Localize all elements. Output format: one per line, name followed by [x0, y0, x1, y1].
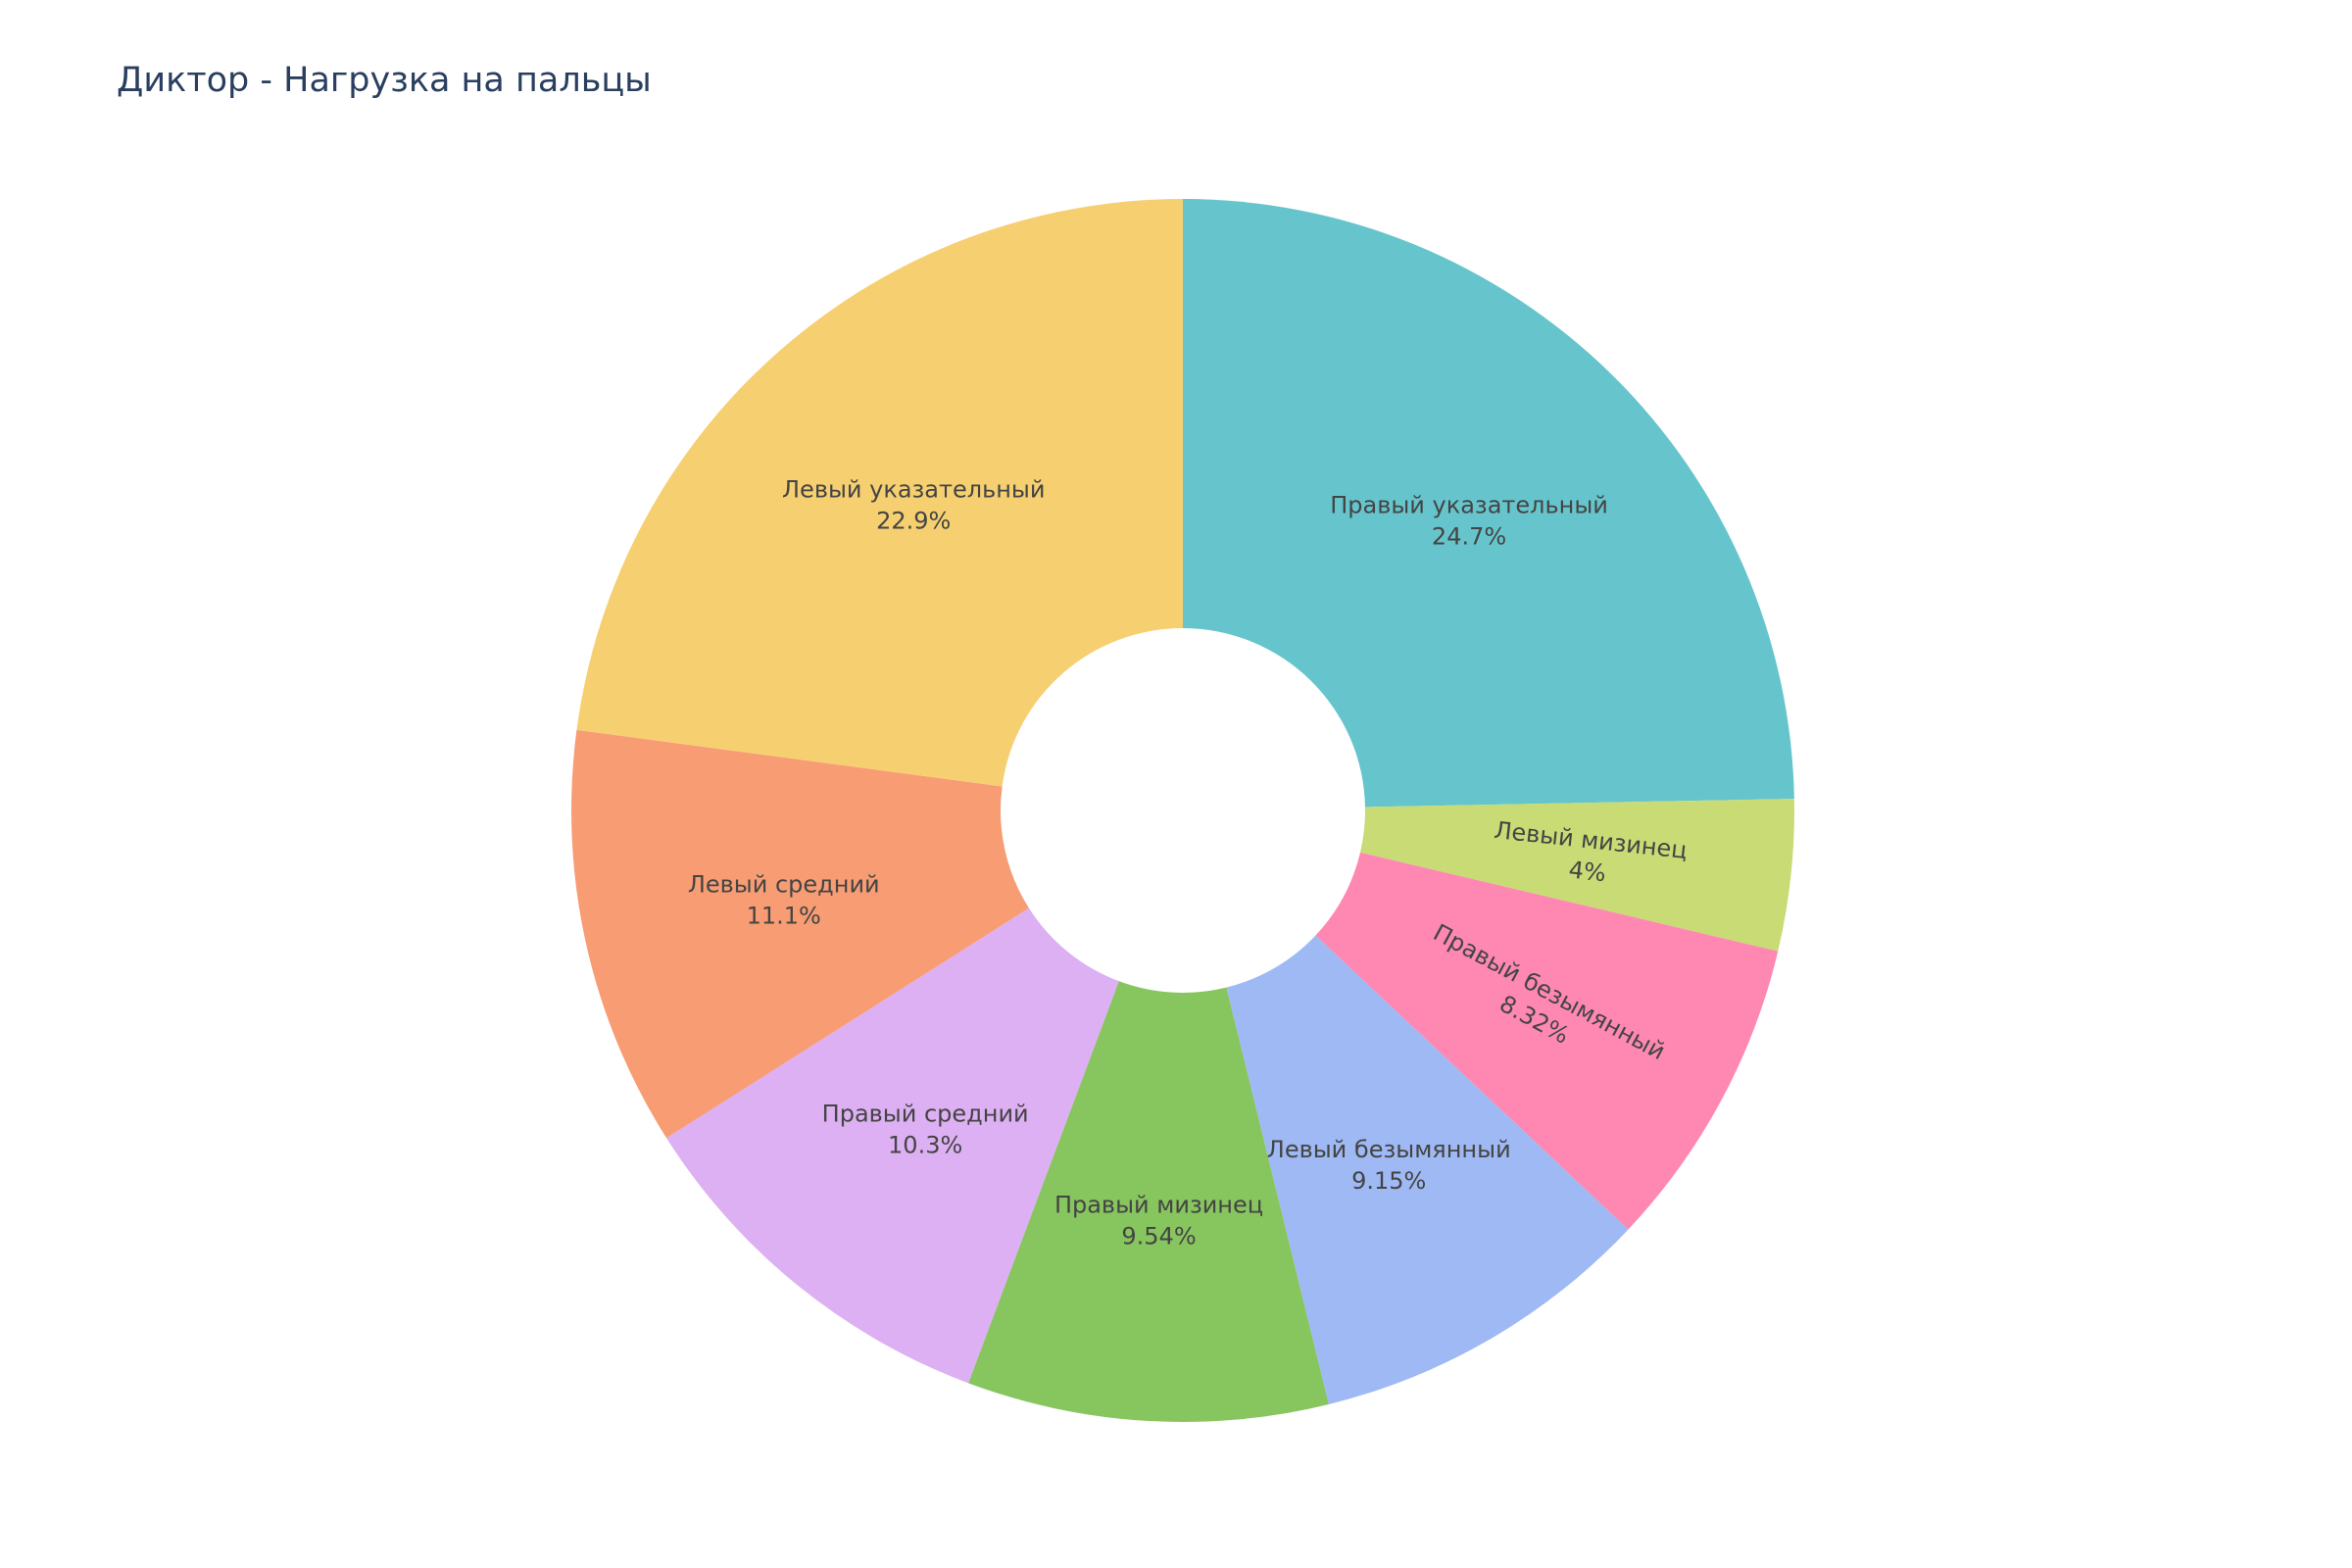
slice-left-pinky[interactable]	[1360, 799, 1794, 952]
slice-right-index[interactable]	[1183, 199, 1794, 808]
slice-label-left-index: Левый указательный 22.9%	[782, 475, 1045, 534]
slice-label-left-ring: Левый безымянный 9.15%	[1267, 1136, 1511, 1195]
slice-name: Правый мизинец	[1054, 1191, 1263, 1218]
slice-label-right-index: Правый указательный 24.7%	[1330, 491, 1608, 550]
slice-name: Левый средний	[688, 871, 880, 899]
slice-label-right-middle: Правый средний 10.3%	[822, 1101, 1029, 1159]
slice-right-pinky[interactable]	[968, 981, 1329, 1422]
slice-name: Правый указательный	[1330, 491, 1608, 518]
slice-percent: 10.3%	[888, 1132, 962, 1159]
slice-percent: 11.1%	[747, 903, 821, 930]
slices-layer	[571, 199, 1794, 1422]
slice-right-middle[interactable]	[666, 907, 1119, 1384]
slice-name: Левый указательный	[782, 475, 1045, 503]
slice-percent: 4%	[1567, 856, 1607, 887]
slice-label-left-middle: Левый средний 11.1%	[688, 871, 880, 930]
slice-percent: 22.9%	[876, 507, 951, 534]
chart-title: Диктор - Нагрузка на пальцы	[117, 61, 652, 100]
slice-right-ring[interactable]	[1315, 852, 1779, 1230]
slice-percent: 9.15%	[1351, 1167, 1426, 1195]
slice-percent: 9.54%	[1121, 1222, 1196, 1250]
slice-percent: 24.7%	[1432, 522, 1506, 550]
slice-left-index[interactable]	[576, 199, 1183, 787]
slice-left-ring[interactable]	[1226, 935, 1629, 1404]
slice-name: Левый безымянный	[1267, 1136, 1511, 1163]
slice-name: Правый средний	[822, 1101, 1029, 1128]
slice-label-right-pinky: Правый мизинец 9.54%	[1054, 1191, 1263, 1250]
slice-left-middle[interactable]	[571, 729, 1029, 1139]
